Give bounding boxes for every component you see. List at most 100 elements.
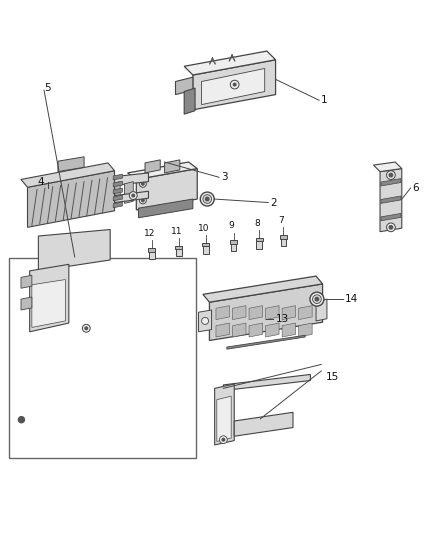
Polygon shape [201, 68, 265, 104]
Circle shape [313, 295, 321, 303]
Circle shape [139, 180, 146, 187]
Text: 8: 8 [254, 219, 260, 228]
Text: 2: 2 [270, 198, 277, 207]
Polygon shape [85, 182, 94, 204]
Text: 12: 12 [144, 229, 155, 238]
Polygon shape [282, 323, 296, 337]
Polygon shape [21, 275, 32, 288]
Circle shape [141, 182, 144, 185]
Text: 15: 15 [325, 373, 339, 383]
Text: 7: 7 [279, 216, 284, 225]
Polygon shape [113, 195, 122, 201]
Polygon shape [99, 182, 107, 204]
Polygon shape [299, 323, 312, 337]
Polygon shape [145, 160, 160, 173]
Circle shape [132, 194, 134, 197]
Polygon shape [193, 60, 276, 110]
Polygon shape [217, 396, 231, 441]
Bar [255, 238, 262, 241]
Polygon shape [223, 375, 311, 391]
Polygon shape [381, 196, 401, 204]
Polygon shape [380, 168, 402, 232]
Polygon shape [381, 213, 401, 221]
Polygon shape [265, 323, 279, 337]
Polygon shape [124, 182, 133, 204]
Circle shape [129, 192, 137, 199]
Text: 1: 1 [321, 95, 328, 105]
Circle shape [315, 297, 319, 301]
Circle shape [18, 417, 25, 423]
Polygon shape [209, 284, 322, 341]
Polygon shape [265, 305, 279, 320]
Polygon shape [216, 323, 230, 337]
Polygon shape [39, 230, 110, 271]
Circle shape [53, 187, 56, 189]
Text: 6: 6 [413, 183, 419, 193]
Text: 5: 5 [44, 83, 51, 93]
Circle shape [200, 192, 214, 206]
Polygon shape [58, 157, 84, 172]
Circle shape [80, 199, 82, 201]
Bar [149, 251, 155, 259]
Polygon shape [32, 279, 65, 327]
Circle shape [389, 173, 392, 177]
Polygon shape [165, 160, 180, 173]
Bar [176, 246, 183, 249]
Circle shape [203, 195, 212, 204]
Text: 11: 11 [171, 227, 183, 236]
Circle shape [389, 225, 392, 229]
Polygon shape [233, 323, 246, 337]
Polygon shape [21, 297, 32, 310]
Polygon shape [138, 199, 193, 218]
Polygon shape [127, 162, 197, 180]
Polygon shape [198, 310, 212, 332]
Polygon shape [203, 276, 322, 302]
Text: 9: 9 [229, 221, 234, 230]
Polygon shape [249, 323, 262, 337]
Circle shape [219, 436, 227, 443]
Text: 13: 13 [276, 314, 289, 324]
Polygon shape [381, 179, 401, 186]
Text: 3: 3 [221, 172, 228, 182]
Polygon shape [21, 163, 115, 187]
Polygon shape [233, 305, 246, 320]
Bar [203, 245, 208, 254]
Circle shape [222, 439, 225, 441]
Bar [281, 237, 286, 246]
Circle shape [85, 327, 88, 329]
Polygon shape [282, 305, 296, 320]
Polygon shape [48, 173, 148, 192]
Polygon shape [112, 182, 120, 204]
Polygon shape [374, 162, 402, 172]
Polygon shape [30, 264, 69, 332]
Polygon shape [249, 305, 262, 320]
Circle shape [233, 83, 236, 86]
Circle shape [230, 80, 239, 89]
Bar [256, 240, 261, 249]
Bar [9, 258, 196, 458]
Polygon shape [113, 188, 122, 194]
Polygon shape [299, 305, 312, 320]
Bar [202, 243, 209, 246]
Bar [148, 248, 155, 252]
Polygon shape [176, 77, 193, 94]
Circle shape [77, 196, 85, 204]
Circle shape [82, 325, 90, 332]
Polygon shape [113, 181, 122, 187]
Polygon shape [184, 88, 195, 114]
Bar [280, 235, 287, 239]
Polygon shape [316, 299, 327, 321]
Circle shape [387, 223, 395, 232]
Polygon shape [215, 384, 234, 445]
Polygon shape [227, 335, 305, 349]
Polygon shape [234, 413, 293, 436]
Circle shape [205, 197, 209, 201]
Bar [231, 243, 237, 251]
Circle shape [51, 184, 59, 192]
Polygon shape [113, 202, 122, 208]
Circle shape [310, 292, 324, 306]
Text: 4: 4 [37, 176, 44, 187]
Polygon shape [216, 305, 230, 320]
Circle shape [201, 318, 208, 325]
Circle shape [141, 199, 144, 201]
